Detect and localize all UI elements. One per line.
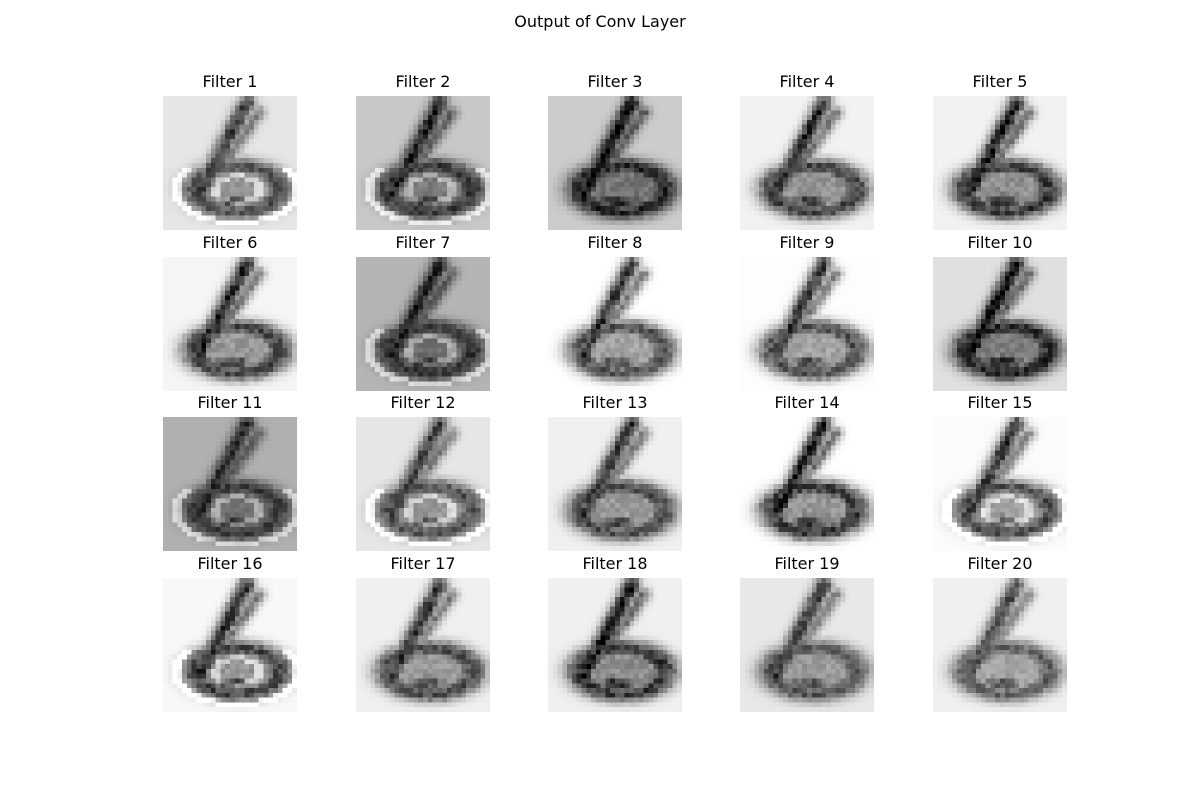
filter-panel-title: Filter 14: [774, 393, 840, 412]
filter-activation-map: [356, 578, 490, 712]
filter-panel: Filter 16: [163, 554, 297, 712]
filter-panel: Filter 8: [548, 233, 682, 391]
filter-panel: Filter 17: [356, 554, 490, 712]
filter-panel-title: Filter 8: [587, 233, 643, 252]
filter-panel: Filter 12: [356, 393, 490, 551]
filter-panel-title: Filter 18: [582, 554, 648, 573]
filter-panel-title: Filter 19: [774, 554, 840, 573]
filter-activation-map: [163, 96, 297, 230]
filter-activation-map: [740, 96, 874, 230]
filter-activation-map: [356, 96, 490, 230]
filter-panel-title: Filter 5: [972, 72, 1028, 91]
filter-panel-title: Filter 16: [197, 554, 263, 573]
filter-activation-map: [933, 257, 1067, 391]
filter-activation-map: [548, 578, 682, 712]
filter-panel-title: Filter 7: [395, 233, 451, 252]
filter-panel: Filter 7: [356, 233, 490, 391]
filter-panel-title: Filter 10: [967, 233, 1033, 252]
filter-panel-title: Filter 3: [587, 72, 643, 91]
filter-panel-title: Filter 4: [779, 72, 835, 91]
filter-panel: Filter 2: [356, 72, 490, 230]
filter-panel-title: Filter 15: [967, 393, 1033, 412]
filter-activation-map: [933, 417, 1067, 551]
filter-panel-title: Filter 13: [582, 393, 648, 412]
filter-activation-map: [740, 257, 874, 391]
filter-activation-map: [548, 96, 682, 230]
filter-activation-map: [933, 578, 1067, 712]
filter-activation-map: [163, 417, 297, 551]
filter-panel: Filter 4: [740, 72, 874, 230]
filter-panel: Filter 15: [933, 393, 1067, 551]
filter-panel: Filter 10: [933, 233, 1067, 391]
filter-panel-title: Filter 6: [202, 233, 258, 252]
filter-panel-title: Filter 1: [202, 72, 258, 91]
filter-activation-map: [548, 417, 682, 551]
filter-activation-map: [740, 417, 874, 551]
filter-panel-title: Filter 12: [390, 393, 456, 412]
filter-panel: Filter 13: [548, 393, 682, 551]
filter-panel: Filter 20: [933, 554, 1067, 712]
filter-activation-map: [163, 578, 297, 712]
filter-activation-map: [740, 578, 874, 712]
filter-activation-map: [933, 96, 1067, 230]
figure-title: Output of Conv Layer: [514, 12, 686, 31]
filter-panel-title: Filter 9: [779, 233, 835, 252]
filter-panel-title: Filter 20: [967, 554, 1033, 573]
filter-panel: Filter 11: [163, 393, 297, 551]
filter-activation-map: [356, 417, 490, 551]
filter-panel: Filter 14: [740, 393, 874, 551]
filter-panel: Filter 1: [163, 72, 297, 230]
filter-panel: Filter 6: [163, 233, 297, 391]
filter-panel: Filter 18: [548, 554, 682, 712]
filter-panel: Filter 9: [740, 233, 874, 391]
filter-panel-title: Filter 11: [197, 393, 263, 412]
filter-activation-map: [356, 257, 490, 391]
filter-panel: Filter 5: [933, 72, 1067, 230]
filter-activation-map: [548, 257, 682, 391]
filter-panel: Filter 3: [548, 72, 682, 230]
filter-panel-title: Filter 17: [390, 554, 456, 573]
filter-activation-map: [163, 257, 297, 391]
filter-panel: Filter 19: [740, 554, 874, 712]
filter-panel-title: Filter 2: [395, 72, 451, 91]
